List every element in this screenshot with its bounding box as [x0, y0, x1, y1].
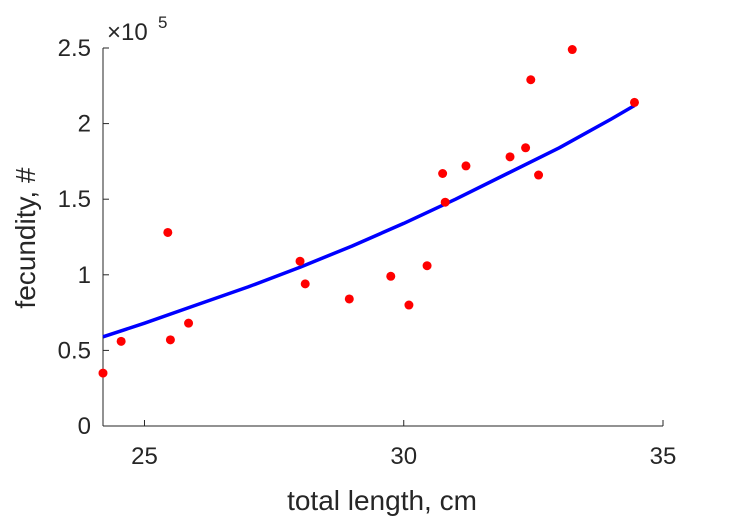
data-point	[521, 143, 531, 153]
y-multiplier-exponent: 5	[158, 13, 167, 32]
data-point	[567, 45, 577, 55]
fit-curve-layer	[102, 103, 636, 339]
y-tick-label: 1.5	[58, 186, 91, 213]
data-point	[184, 318, 194, 328]
data-point	[526, 75, 536, 85]
y-tick-label: 2	[78, 111, 91, 138]
data-point	[534, 170, 544, 180]
data-point	[116, 336, 126, 346]
data-point	[422, 261, 432, 271]
data-point	[404, 300, 414, 310]
data-point	[165, 335, 175, 345]
data-point	[386, 271, 396, 281]
points-layer	[98, 45, 639, 378]
labels-layer: total length, cm fecundity, # ×10 5	[10, 13, 477, 516]
x-tick-label: 35	[650, 443, 677, 470]
x-axis-label: total length, cm	[287, 485, 477, 516]
fit-curve	[102, 103, 636, 339]
x-tick-label: 25	[131, 443, 158, 470]
data-point	[438, 168, 448, 178]
y-tick-label: 2.5	[58, 35, 91, 62]
y-axis-label: fecundity, #	[10, 167, 41, 309]
data-point	[300, 279, 310, 289]
data-point	[629, 97, 639, 107]
y-tick-label: 0	[78, 413, 91, 440]
y-tick-label: 1	[78, 262, 91, 289]
data-point	[163, 227, 173, 237]
data-point	[440, 197, 450, 207]
x-tick-label: 30	[390, 443, 417, 470]
data-point	[98, 368, 108, 378]
data-point	[295, 256, 305, 266]
axes: 0 0.5 1 1.5 2 2.5 25 30 35	[58, 35, 677, 470]
data-point	[344, 294, 354, 304]
data-point	[461, 161, 471, 171]
y-multiplier-label: ×10	[107, 19, 148, 46]
y-tick-label: 0.5	[58, 337, 91, 364]
data-point	[505, 152, 515, 162]
